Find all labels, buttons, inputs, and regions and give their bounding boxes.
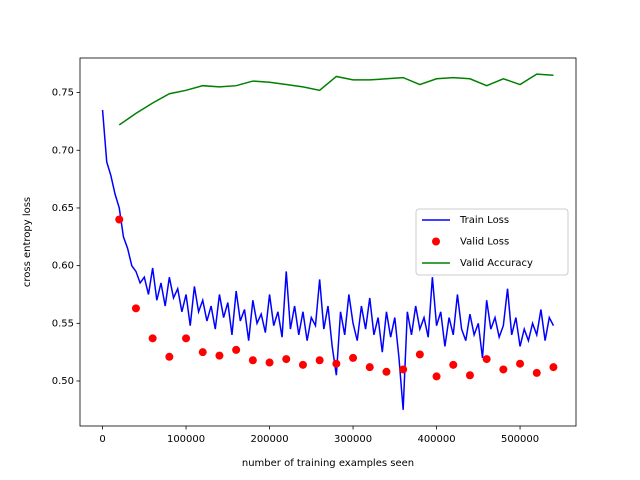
x-tick-label: 300000 — [334, 434, 372, 445]
x-tick-label: 400000 — [417, 434, 455, 445]
legend-box — [415, 208, 569, 276]
axes-frame — [79, 57, 577, 427]
x-tick-label: 500000 — [501, 434, 539, 445]
scatter-point — [232, 345, 241, 354]
scatter-point — [349, 353, 358, 362]
scatter-point — [165, 352, 174, 361]
series-line — [101, 109, 555, 410]
legend-label: Train Loss — [459, 215, 509, 226]
scatter-point — [148, 334, 157, 343]
scatter-point — [182, 334, 191, 343]
scatter-point — [115, 215, 124, 224]
scatter-point — [516, 359, 525, 368]
y-tick-label: 0.75 — [52, 88, 74, 99]
y-tick-label: 0.60 — [52, 261, 74, 272]
x-axis-label: number of training examples seen — [242, 458, 414, 469]
scatter-point — [399, 365, 408, 374]
scatter-point — [298, 360, 307, 369]
scatter-point — [482, 355, 491, 364]
y-tick-label: 0.70 — [52, 145, 74, 156]
scatter-point — [432, 372, 441, 381]
y-tick-label: 0.50 — [52, 376, 74, 387]
scatter-point — [265, 358, 274, 367]
plot-area — [101, 73, 558, 410]
y-tick-label: 0.65 — [52, 203, 74, 214]
scatter-point — [499, 365, 508, 374]
scatter-point — [449, 360, 458, 369]
legend-marker — [432, 237, 440, 246]
scatter-point — [282, 355, 291, 364]
scatter-point — [332, 359, 341, 368]
scatter-point — [465, 371, 474, 380]
legend-label: Valid Loss — [460, 237, 509, 248]
y-tick-label: 0.55 — [52, 318, 74, 329]
scatter-point — [131, 304, 140, 313]
scatter-point — [248, 356, 257, 365]
scatter-point — [532, 368, 541, 377]
scatter-point — [382, 367, 391, 376]
x-tick-label: 200000 — [250, 434, 288, 445]
y-axis-label: cross entropy loss — [22, 197, 33, 287]
scatter-point — [315, 356, 324, 365]
scatter-point — [215, 351, 224, 360]
x-tick-label: 100000 — [167, 434, 205, 445]
legend-label: Valid Accuracy — [460, 258, 533, 269]
scatter-point — [198, 348, 207, 357]
scatter-point — [549, 363, 558, 372]
x-tick-label: 0 — [99, 434, 105, 445]
scatter-point — [365, 363, 374, 372]
scatter-point — [415, 350, 424, 359]
series-line — [118, 73, 554, 126]
